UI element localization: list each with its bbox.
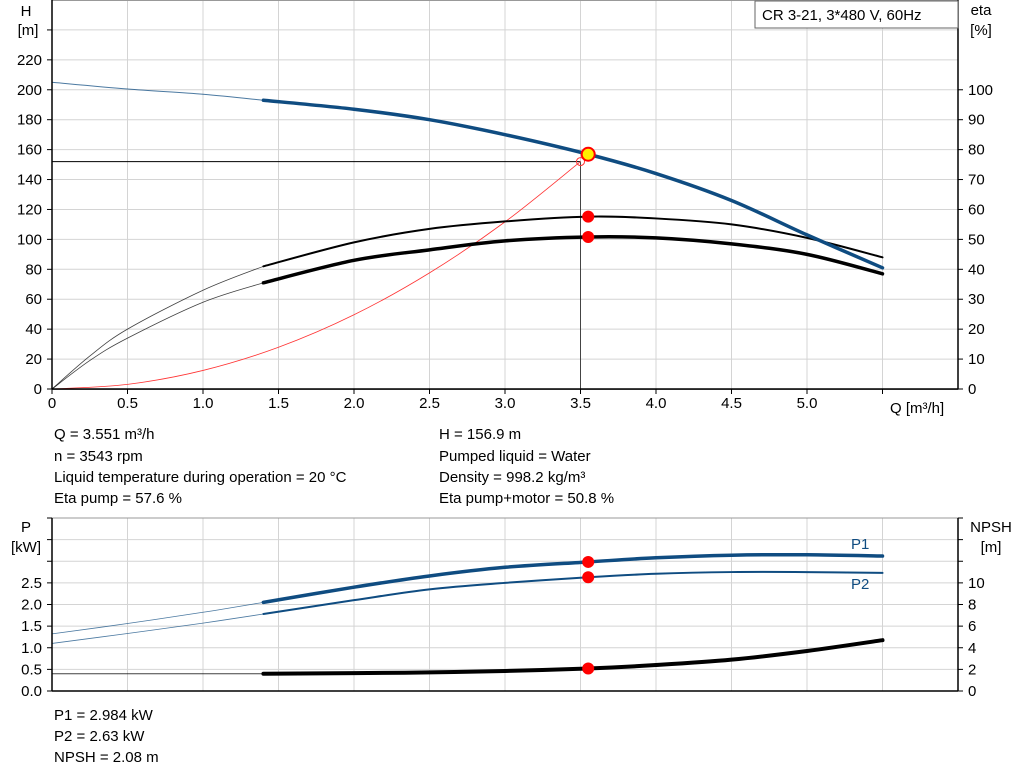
npsh-axis-title: NPSH — [970, 519, 1012, 536]
info-temperature: Liquid temperature during operation = 20… — [54, 469, 347, 486]
p1-curve-extrapolated — [51, 601, 264, 635]
npsh-axis-unit: [m] — [981, 539, 1002, 556]
x-tick-label: 3.5 — [570, 395, 591, 412]
info-density: Density = 998.2 kg/m³ — [439, 469, 585, 486]
info-n: n = 3543 rpm — [54, 448, 143, 465]
title-box — [754, 0, 959, 29]
info-q: Q = 3.551 m³/h — [54, 426, 154, 443]
p-tick-label: 0.5 — [21, 661, 42, 678]
x-tick-label: 1.0 — [193, 395, 214, 412]
h-tick-label: 0 — [34, 381, 42, 398]
info-liquid: Pumped liquid = Water — [439, 448, 591, 465]
h-axis-unit: [m] — [18, 22, 39, 39]
p-tick-label: 1.0 — [21, 640, 42, 657]
p-tick-label: 2.5 — [21, 575, 42, 592]
info-eta-pump-motor: Eta pump+motor = 50.8 % — [439, 490, 614, 507]
axis-ticks: 0 0.5 1.0 1.5 2.0 2.5 3.0 3.5 4.0 4.5 5.0020406080… — [17, 0, 993, 700]
info-npsh: NPSH = 2.08 m — [54, 749, 159, 766]
h-tick-label: 60 — [25, 291, 42, 308]
h-axis-title: H — [21, 3, 32, 20]
p1-series-label: P1 — [851, 536, 869, 553]
p2-series-label: P2 — [851, 576, 869, 593]
pump-title: CR 3-21, 3*480 V, 60Hz — [762, 7, 922, 24]
h-tick-label: 80 — [25, 261, 42, 278]
npsh-tick-label: 4 — [968, 640, 976, 657]
top-chart-grid — [51, 0, 959, 390]
npsh-tick-label: 0 — [968, 683, 976, 700]
eta-tick-label: 100 — [968, 82, 993, 99]
x-tick-label: 4.5 — [721, 395, 742, 412]
operating-info: Q = 3.551 m³/h n = 3543 rpm Liquid tempe… — [54, 426, 614, 766]
npsh-marker — [582, 662, 595, 675]
x-tick-label: 3.0 — [495, 395, 516, 412]
q-axis-title: Q [m³/h] — [890, 400, 944, 417]
h-tick-label: 160 — [17, 142, 42, 159]
h-tick-label: 180 — [17, 112, 42, 129]
eta-axis-unit: [%] — [970, 22, 992, 39]
p-tick-label: 0.0 — [21, 683, 42, 700]
h-tick-label: 140 — [17, 172, 42, 189]
x-tick-label: 1.5 — [268, 395, 289, 412]
npsh-curve — [261, 638, 885, 676]
eta-tick-label: 60 — [968, 201, 985, 218]
eta-axis-title: eta — [971, 2, 993, 19]
p-tick-label: 2.0 — [21, 597, 42, 614]
eta-pump-curve-extrapolated — [51, 265, 264, 390]
eta-tick-label: 50 — [968, 231, 985, 248]
p-axis-title: P — [21, 519, 31, 536]
x-tick-label: 0 — [48, 395, 56, 412]
h-tick-label: 20 — [25, 351, 42, 368]
p1-marker — [582, 555, 595, 568]
info-eta-pump: Eta pump = 57.6 % — [54, 490, 182, 507]
info-h: H = 156.9 m — [439, 426, 521, 443]
x-tick-label: 2.5 — [419, 395, 440, 412]
eta-tick-label: 80 — [968, 142, 985, 159]
eta-tick-label: 90 — [968, 112, 985, 129]
info-p2: P2 = 2.63 kW — [54, 728, 145, 745]
x-tick-label: 0.5 — [117, 395, 138, 412]
eta-pump-motor-curve-extrapolated — [51, 282, 264, 390]
curves — [51, 81, 885, 676]
npsh-tick-label: 8 — [968, 597, 976, 614]
bottom-chart-grid — [51, 517, 959, 692]
eta-tick-label: 70 — [968, 172, 985, 189]
h-tick-label: 200 — [17, 82, 42, 99]
duty-point-marker — [580, 146, 596, 162]
npsh-tick-label: 10 — [968, 575, 985, 592]
x-tick-label: 4.0 — [646, 395, 667, 412]
info-p1: P1 = 2.984 kW — [54, 707, 154, 724]
eta-pump-motor-curve — [261, 234, 885, 285]
eta-tick-label: 40 — [968, 261, 985, 278]
h-tick-label: 100 — [17, 231, 42, 248]
p2-curve — [262, 570, 884, 616]
h-tick-label: 220 — [17, 52, 42, 69]
npsh-tick-label: 6 — [968, 618, 976, 635]
npsh-tick-label: 2 — [968, 661, 976, 678]
eta-tick-label: 30 — [968, 291, 985, 308]
eta-tick-label: 10 — [968, 351, 985, 368]
head-curve-extrapolated — [51, 81, 264, 101]
p2-marker — [582, 571, 595, 584]
eta-pump-motor-marker — [582, 230, 595, 243]
h-tick-label: 40 — [25, 321, 42, 338]
x-tick-label: 5.0 — [797, 395, 818, 412]
eta-tick-label: 20 — [968, 321, 985, 338]
system-curve-endpoint — [576, 157, 585, 167]
x-tick-label: 2.0 — [344, 395, 365, 412]
p-axis-unit: [kW] — [11, 539, 41, 556]
eta-tick-label: 0 — [968, 381, 976, 398]
p-tick-label: 1.5 — [21, 618, 42, 635]
system-curve — [51, 161, 581, 390]
h-tick-label: 120 — [17, 201, 42, 218]
p2-curve-extrapolated — [51, 613, 264, 644]
eta-pump-marker — [582, 210, 595, 223]
